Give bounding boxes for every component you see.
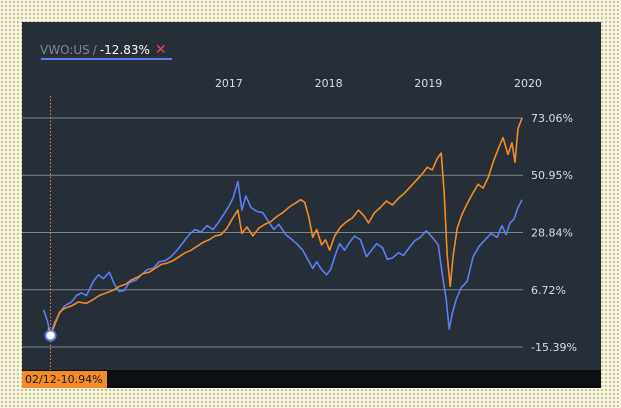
y-tick-label: -15.39%	[531, 341, 577, 354]
legend-ticker[interactable]: VWO:US	[40, 43, 90, 57]
crosshair-value: -10.94%	[56, 373, 103, 386]
crosshair-readout: 02/12-10.94%	[22, 371, 107, 388]
y-tick-label: 50.95%	[531, 169, 573, 182]
series-line-comparison	[47, 117, 523, 337]
legend-change: -12.83%	[99, 43, 150, 57]
crosshair-date: 02/12	[25, 373, 57, 386]
chart-panel	[22, 22, 601, 388]
y-tick-label: 6.72%	[531, 284, 566, 297]
crosshair-date-strip	[22, 370, 601, 388]
legend-separator: /	[92, 43, 97, 57]
crosshair-marker	[44, 329, 57, 342]
y-tick-label: 28.84%	[531, 226, 573, 239]
y-tick-label: 73.06%	[531, 112, 573, 125]
x-tick-label: 2019	[414, 77, 442, 90]
series-line-vwo	[42, 180, 523, 337]
legend: VWO:US / -12.83% ✕	[40, 39, 167, 59]
remove-comparison-icon[interactable]: ✕	[154, 42, 167, 58]
x-tick-label: 2020	[514, 77, 542, 90]
legend-series-swatch	[41, 58, 172, 60]
x-tick-label: 2018	[315, 77, 343, 90]
x-tick-label: 2017	[215, 77, 243, 90]
